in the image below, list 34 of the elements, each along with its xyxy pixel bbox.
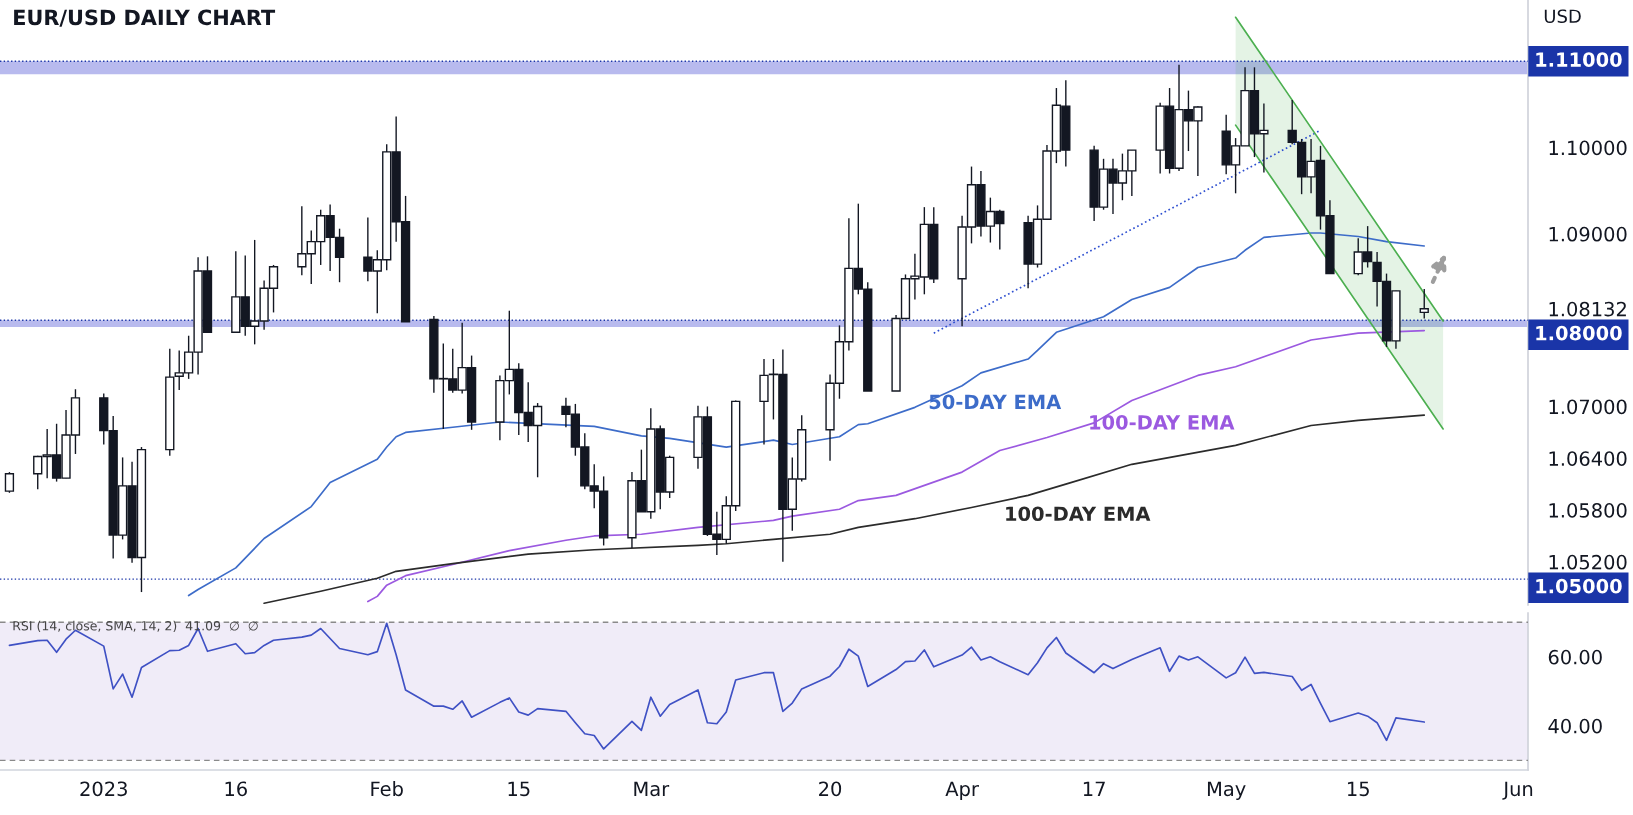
x-tick-label: 16 [225,781,247,797]
text: RSI (14, close, SMA, 14, 2) 41.09 ∅ ∅ [13,620,258,632]
x-tick-label: Jun [1502,781,1533,800]
y-tick-label: 1.07000 [1549,399,1627,415]
x-tick-label: 15 [508,781,530,797]
y-tick-label: 1.10000 [1549,140,1627,156]
x-tick-label: 17 [1083,781,1105,796]
series-label: 50-DAY EMA [929,394,1062,410]
line-series [263,414,1426,605]
candlestick [4,471,15,494]
y-tick-label: 1.05200 [1549,554,1627,570]
line-series [367,329,1426,603]
ref-line-label: 1.08000 [1536,325,1622,341]
y-tick-label: 1.06400 [1549,451,1627,466]
line-series [187,232,1426,597]
y-tick-label: 40.00 [1548,718,1602,734]
y-tick-label: 1.05800 [1549,503,1627,518]
y-axis-title: USD [1544,9,1581,24]
x-tick-label: Mar [634,781,670,797]
x-tick-label: May [1207,781,1246,800]
y-tick-label: 1.09000 [1549,226,1627,242]
candlestick [1419,288,1429,320]
x-tick-label: Feb [371,781,403,797]
series-label: 100-DAY EMA [1006,506,1151,522]
x-tick-label: 2023 [80,781,127,797]
y-tick-label: 1.08132 [1549,301,1626,317]
x-tick-label: Apr [945,781,979,800]
y-tick-label: 60.00 [1548,649,1602,665]
series-label: 100-DAY EMA [1090,414,1235,430]
chart-title: EUR/USD DAILY CHART [14,9,276,27]
x-tick-label: 15 [1347,781,1369,797]
ref-line-label: 1.05000 [1536,578,1622,594]
ref-line-label: 1.11000 [1536,52,1622,67]
x-tick-label: 20 [819,781,842,797]
